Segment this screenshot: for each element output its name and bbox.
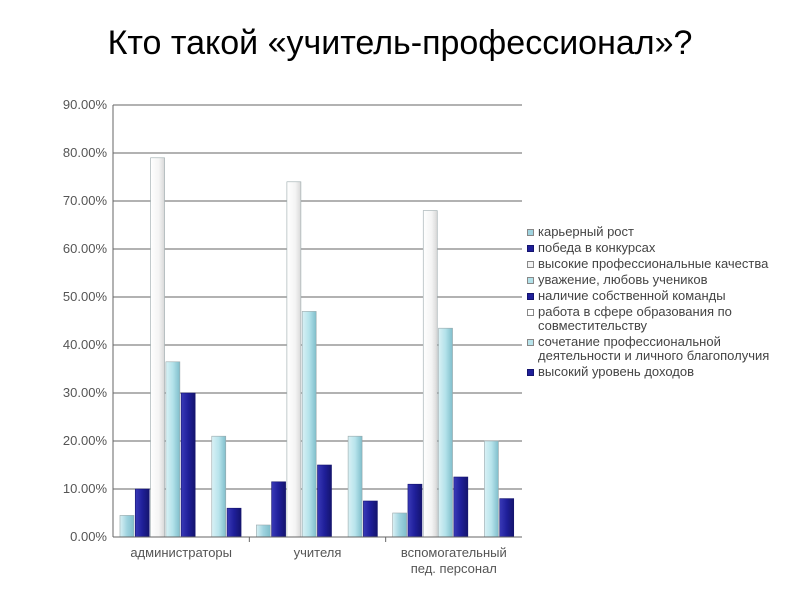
bar bbox=[301, 311, 317, 538]
legend-item: наличие собственной команды bbox=[527, 289, 777, 303]
legend-swatch bbox=[527, 229, 534, 236]
bar bbox=[211, 435, 227, 538]
legend-item: сочетание профессиональной деятельности … bbox=[527, 335, 777, 363]
legend-label: уважение, любовь учеников bbox=[538, 272, 708, 287]
x-category-label: вспомогательный bbox=[401, 545, 507, 560]
bar bbox=[150, 157, 165, 538]
legend-swatch bbox=[527, 293, 534, 300]
legend-item: победа в конкурсах bbox=[527, 241, 777, 255]
y-tick-label: 0.00% bbox=[70, 529, 107, 544]
bar bbox=[286, 181, 302, 538]
legend-item: высокий уровень доходов bbox=[527, 365, 777, 379]
legend-swatch bbox=[527, 245, 534, 252]
legend-label: карьерный рост bbox=[538, 224, 634, 239]
legend-swatch bbox=[527, 339, 534, 346]
y-tick-label: 40.00% bbox=[63, 337, 108, 352]
legend-label: победа в конкурсах bbox=[538, 240, 656, 255]
y-tick-label: 90.00% bbox=[63, 97, 108, 112]
bar bbox=[317, 464, 332, 538]
y-tick-label: 60.00% bbox=[63, 241, 108, 256]
bar bbox=[499, 498, 515, 538]
bar bbox=[407, 483, 423, 538]
legend-swatch bbox=[527, 277, 534, 284]
legend-label: высокий уровень доходов bbox=[538, 364, 695, 379]
bar bbox=[422, 210, 438, 538]
legend-swatch bbox=[527, 261, 534, 268]
y-tick-label: 50.00% bbox=[63, 289, 108, 304]
y-tick-label: 10.00% bbox=[63, 481, 108, 496]
y-tick-label: 80.00% bbox=[63, 145, 108, 160]
bar bbox=[255, 524, 271, 538]
bar bbox=[134, 488, 150, 538]
legend-label: высокие профессиональные качества bbox=[538, 256, 769, 271]
legend-swatch bbox=[527, 369, 534, 376]
legend-item: карьерный рост bbox=[527, 225, 777, 239]
x-category-label: учителя bbox=[294, 545, 342, 560]
bar bbox=[392, 512, 407, 538]
bar bbox=[438, 327, 453, 538]
legend-label: работа в сфере образования по совместите… bbox=[538, 304, 732, 333]
x-category-label: пед. персонал bbox=[411, 561, 497, 576]
bar bbox=[226, 507, 242, 538]
legend-item: высокие профессиональные качества bbox=[527, 257, 777, 271]
legend-item: уважение, любовь учеников bbox=[527, 273, 777, 287]
bar bbox=[363, 500, 378, 538]
bar bbox=[271, 481, 286, 538]
y-tick-label: 70.00% bbox=[63, 193, 108, 208]
legend-label: сочетание профессиональной деятельности … bbox=[538, 334, 770, 363]
bar bbox=[347, 435, 363, 538]
bar bbox=[453, 476, 469, 538]
x-category-label: администраторы bbox=[130, 545, 232, 560]
y-tick-label: 30.00% bbox=[63, 385, 108, 400]
bar bbox=[180, 392, 196, 538]
chart-legend: карьерный рост победа в конкурсах высокие … bbox=[527, 225, 777, 381]
legend-item: работа в сфере образования по совместите… bbox=[527, 305, 777, 333]
bar bbox=[165, 361, 181, 538]
legend-label: наличие собственной команды bbox=[538, 288, 726, 303]
bar bbox=[484, 440, 499, 538]
chart-title: Кто такой «учитель-профессионал»? bbox=[107, 24, 693, 62]
bar bbox=[119, 515, 135, 538]
y-tick-label: 20.00% bbox=[63, 433, 108, 448]
legend-swatch bbox=[527, 309, 534, 316]
